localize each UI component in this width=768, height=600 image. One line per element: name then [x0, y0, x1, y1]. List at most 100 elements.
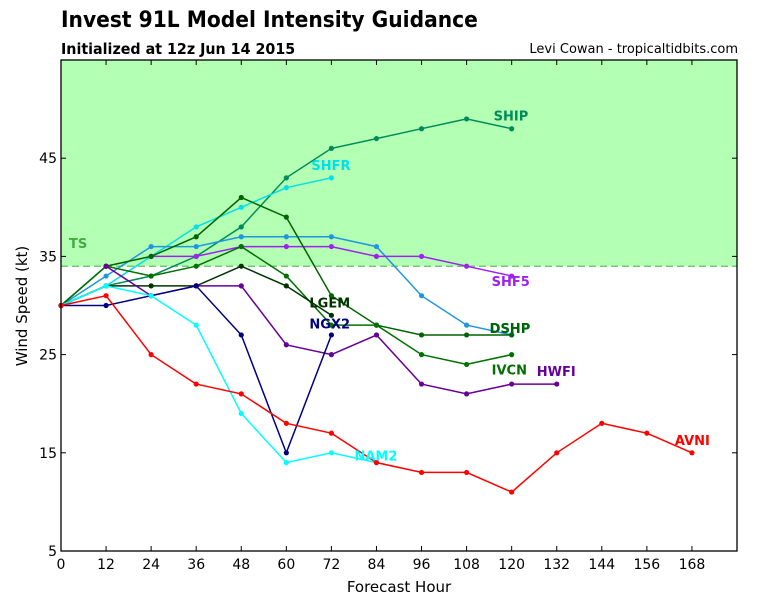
- data-point-lgem-6: [283, 283, 289, 289]
- data-point-dshp-4: [238, 194, 244, 201]
- data-point-avni-10: [689, 450, 695, 456]
- series-label-ship-0: SHIP: [494, 110, 529, 125]
- data-point-dshp-2: [418, 293, 425, 299]
- data-point-dshp-4: [193, 234, 199, 240]
- data-point-ship-0: [418, 126, 425, 132]
- data-point-dshp-4: [464, 332, 470, 338]
- series-line-lgem-6: [60, 265, 332, 316]
- data-point-avni-10: [599, 420, 605, 426]
- chart-title: Invest 91L Model Intensity Guidance: [61, 8, 478, 33]
- x-tick-label: 48: [232, 557, 250, 573]
- x-tick-label: 72: [322, 557, 340, 573]
- data-point-avni-10: [283, 420, 289, 426]
- data-point-dshp-4: [418, 332, 425, 338]
- series-label-dshp-4: DSHP: [490, 322, 531, 337]
- chart-subtitle: Initialized at 12z Jun 14 2015: [61, 40, 296, 58]
- ts-label: TS: [69, 237, 87, 252]
- chart-credit: Levi Cowan - tropicaltidbits.com: [529, 42, 738, 57]
- data-point-ivcn-5: [509, 352, 515, 358]
- data-point-dshp-2: [283, 234, 289, 240]
- data-point-ship-0: [373, 135, 380, 142]
- data-point-ship-0: [283, 175, 289, 181]
- data-point-nam2-9: [238, 410, 244, 417]
- data-point-ship-0: [464, 116, 470, 122]
- series-label-lgem-6: LGEM: [309, 296, 350, 311]
- data-point-hwfi-7: [509, 381, 515, 387]
- y-tick-label: 15: [39, 446, 57, 462]
- series-line-ngx2-8: [61, 285, 333, 455]
- data-point-hwfi-7: [238, 283, 244, 289]
- y-axis-label: Wind Speed (kt): [13, 246, 31, 367]
- data-point-ivcn-5: [373, 322, 380, 328]
- data-point-shfr-1: [193, 224, 199, 230]
- data-point-dshp-2: [464, 322, 470, 328]
- data-point-avni-10: [148, 352, 154, 358]
- data-point-ivcn-5: [464, 361, 470, 368]
- y-tick-label: 35: [39, 249, 57, 265]
- data-point-avni-10: [103, 293, 109, 299]
- data-point-hwfi-7: [418, 381, 425, 387]
- data-point-lgem-6: [148, 283, 154, 289]
- data-point-shf5-3: [193, 253, 199, 259]
- data-point-ivcn-5: [238, 243, 244, 250]
- x-tick-label: 12: [97, 557, 115, 573]
- data-point-dshp-2: [328, 234, 334, 240]
- data-point-dshp-2: [373, 243, 380, 250]
- x-axis-label: Forecast Hour: [347, 578, 452, 596]
- series-label-ivcn-5: IVCN: [492, 364, 527, 379]
- data-point-nam2-9: [283, 460, 289, 466]
- data-point-dshp-4: [328, 293, 334, 299]
- data-point-lgem-6: [328, 312, 334, 318]
- data-point-nam2-9: [148, 293, 154, 299]
- series-label-avni-10: AVNI: [675, 434, 710, 449]
- x-tick-label: 120: [498, 557, 525, 573]
- x-tick-label: 60: [277, 557, 295, 573]
- data-point-avni-10: [644, 430, 650, 436]
- data-point-hwfi-7: [554, 381, 560, 387]
- x-tick-label: 132: [543, 557, 570, 573]
- x-tick-label: 96: [413, 557, 431, 573]
- x-tick-label: 168: [679, 557, 706, 573]
- data-point-hwfi-7: [103, 263, 109, 269]
- data-point-dshp-4: [148, 253, 154, 259]
- series-line-nam2-9: [60, 285, 377, 464]
- data-point-dshp-4: [509, 332, 515, 338]
- data-point-ivcn-5: [328, 322, 334, 328]
- data-point-shfr-1: [328, 175, 334, 181]
- x-tick-label: 108: [453, 557, 480, 573]
- y-tick-label: 5: [48, 544, 57, 560]
- data-point-avni-10: [238, 391, 244, 397]
- data-point-lgem-6: [238, 263, 244, 269]
- series-label-nam2-9: NAM2: [354, 450, 397, 465]
- x-tick-label: 0: [57, 557, 66, 573]
- data-point-shf5-3: [328, 243, 334, 250]
- data-point-avni-10: [509, 489, 515, 495]
- data-point-hwfi-7: [328, 352, 334, 358]
- series-label-shfr-1: SHFR: [311, 159, 350, 174]
- data-point-dshp-2: [103, 273, 109, 279]
- data-point-shf5-3: [464, 263, 470, 269]
- data-point-ngx2-8: [193, 283, 199, 289]
- data-point-shfr-1: [283, 185, 289, 191]
- data-point-dshp-2: [148, 243, 154, 250]
- data-point-nam2-9: [193, 322, 199, 328]
- data-point-dshp-4: [283, 214, 289, 220]
- data-point-ivcn-5: [148, 273, 154, 279]
- data-point-avni-10: [418, 469, 425, 476]
- data-point-avni-10: [464, 469, 470, 476]
- data-point-ivcn-5: [283, 273, 289, 279]
- data-point-dshp-2: [193, 243, 199, 250]
- data-point-nam2-9: [103, 283, 109, 289]
- data-point-avni-10: [373, 460, 380, 466]
- data-point-ngx2-8: [238, 332, 244, 338]
- y-tick-label: 45: [39, 151, 57, 167]
- data-point-hwfi-7: [373, 332, 380, 338]
- data-point-hwfi-7: [283, 342, 289, 348]
- x-tick-label: 144: [588, 557, 615, 573]
- data-point-avni-10: [328, 430, 334, 436]
- y-tick-label: 25: [39, 348, 57, 364]
- series-label-ngx2-8: NGX2: [309, 317, 350, 332]
- data-point-avni-10: [193, 381, 199, 387]
- series-label-shf5-3: SHF5: [492, 275, 530, 290]
